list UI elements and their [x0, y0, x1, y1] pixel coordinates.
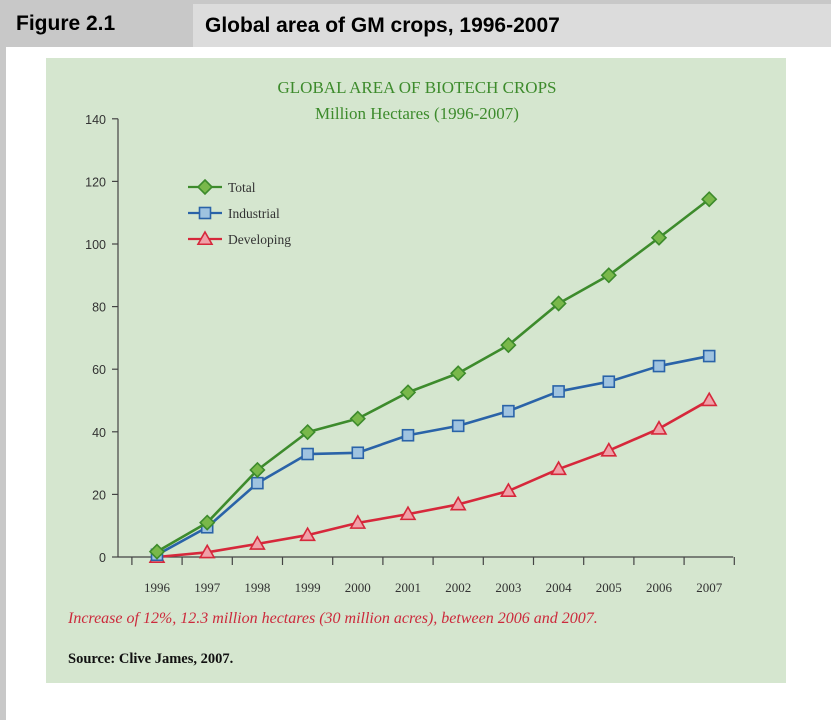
- x-tick-label: 2001: [395, 580, 421, 595]
- y-tick-label: 0: [99, 551, 106, 565]
- data-point-total: [299, 423, 316, 441]
- y-tick-label: 40: [92, 426, 106, 440]
- legend-marker-total: [196, 178, 214, 196]
- data-point-industrial: [401, 428, 415, 442]
- data-point-developing: [198, 543, 216, 559]
- data-point-developing: [550, 460, 567, 476]
- series-line-total: [156, 198, 710, 553]
- y-tick-label: 20: [92, 488, 106, 502]
- x-tick-label: 2006: [646, 580, 673, 595]
- data-point-industrial: [702, 349, 716, 363]
- data-point-total: [701, 191, 718, 208]
- chart-source: Source: Clive James, 2007.: [68, 651, 234, 667]
- y-tick-label: 80: [92, 301, 106, 315]
- data-point-total: [148, 543, 166, 560]
- data-point-industrial: [451, 419, 465, 433]
- series-line-industrial: [156, 354, 710, 556]
- data-point-total: [199, 514, 216, 531]
- legend-label-industrial: Industrial: [228, 206, 280, 221]
- data-point-developing: [299, 526, 316, 542]
- data-point-developing: [449, 495, 467, 511]
- data-point-total: [249, 461, 266, 479]
- legend-label-total: Total: [228, 180, 256, 195]
- data-point-industrial: [552, 385, 565, 398]
- x-tick-label: 1997: [194, 580, 221, 595]
- x-tick-label: 2003: [495, 580, 521, 595]
- legend-marker-developing: [196, 230, 214, 246]
- data-point-developing: [700, 391, 718, 407]
- x-tick-label: 1998: [244, 580, 270, 595]
- chart-annotation: Increase of 12%, 12.3 million hectares (…: [68, 610, 598, 627]
- data-point-industrial: [652, 359, 666, 373]
- data-point-industrial: [502, 404, 515, 418]
- series-line-developing: [156, 399, 710, 559]
- data-point-total: [650, 229, 668, 246]
- data-point-total: [600, 267, 617, 284]
- figure-title: Global area of GM crops, 1996-2007: [193, 4, 831, 47]
- data-point-total: [399, 384, 417, 401]
- data-point-industrial: [351, 446, 365, 460]
- chart-title: GLOBAL AREA OF BIOTECH CROPS: [278, 78, 557, 97]
- data-point-industrial: [602, 375, 616, 389]
- data-point-developing: [600, 441, 618, 457]
- x-tick-label: 1996: [144, 580, 171, 595]
- figure-header: Figure 2.1 Global area of GM crops, 1996…: [0, 0, 831, 47]
- x-tick-label: 2007: [696, 580, 723, 595]
- data-point-developing: [399, 505, 417, 521]
- data-point-total: [450, 365, 467, 382]
- legend-label-developing: Developing: [228, 232, 291, 247]
- figure-number: Figure 2.1: [0, 0, 190, 47]
- data-point-developing: [349, 514, 367, 529]
- data-point-developing: [249, 535, 266, 550]
- x-tick-label: 2000: [345, 580, 371, 595]
- y-tick-label: 120: [85, 175, 106, 189]
- data-point-developing: [500, 482, 517, 498]
- legend-marker-industrial: [198, 206, 212, 220]
- x-tick-label: 2004: [546, 580, 573, 595]
- y-tick-label: 100: [85, 238, 106, 252]
- x-tick-label: 2005: [596, 580, 622, 595]
- data-point-industrial: [251, 476, 264, 490]
- y-tick-label: 60: [92, 363, 106, 377]
- data-point-developing: [650, 420, 668, 435]
- chart-subtitle: Million Hectares (1996-2007): [315, 104, 519, 123]
- data-point-total: [500, 336, 517, 354]
- y-tick-label: 140: [85, 113, 106, 127]
- data-point-total: [349, 410, 366, 427]
- data-point-total: [550, 295, 567, 312]
- x-tick-label: 2002: [445, 580, 471, 595]
- x-tick-label: 1999: [295, 580, 321, 595]
- data-point-industrial: [301, 447, 314, 461]
